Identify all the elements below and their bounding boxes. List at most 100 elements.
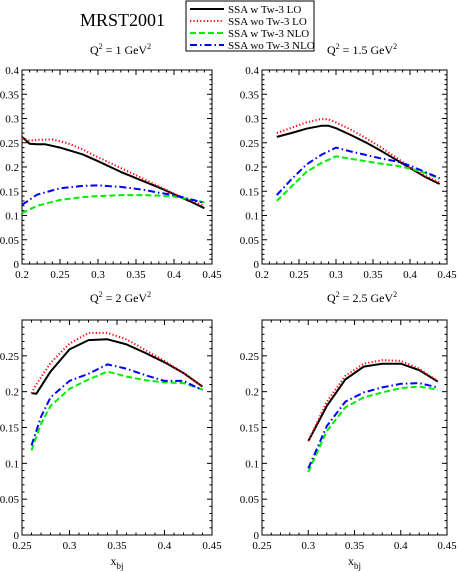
q2-label-part: 2 xyxy=(393,42,397,51)
q2-label-part: 2 xyxy=(99,290,103,299)
q2-label-part: = 2 GeV xyxy=(103,291,148,305)
series-line-1 xyxy=(307,362,439,442)
y-tick-label: 0.25 xyxy=(0,351,20,363)
x-axis-label: xbj xyxy=(348,554,361,571)
x-tick-label: 0.25 xyxy=(289,269,309,281)
series-line-3 xyxy=(21,194,205,215)
x-axis-label-main: x xyxy=(110,554,116,568)
y-tick-label: 0 xyxy=(14,259,20,271)
q2-label-part: 2 xyxy=(336,290,340,299)
q2-label-part: = 1.5 GeV xyxy=(340,43,394,57)
series-line-3 xyxy=(276,155,440,202)
series-line-3 xyxy=(30,370,203,451)
x-tick-label: 0.35 xyxy=(345,540,365,552)
x-axis-label-sub: bj xyxy=(116,561,123,571)
y-tick-label: 0.1 xyxy=(245,211,259,223)
y-tick-label: 0.15 xyxy=(240,423,260,435)
x-tick-label: 0.4 xyxy=(167,269,181,281)
legend-label: SSA wo Tw-3 LO xyxy=(228,16,307,28)
series-line-4 xyxy=(21,184,205,206)
legend-label: SSA w Tw-3 NLO xyxy=(228,28,309,40)
y-tick-label: 0.3 xyxy=(5,114,19,126)
x-tick-label: 0.2 xyxy=(15,269,29,281)
figure-title: MRST2001 xyxy=(80,10,165,30)
y-tick-label: 0.1 xyxy=(5,211,19,223)
plot-frame xyxy=(21,319,213,536)
q2-label-part: = 2.5 GeV xyxy=(340,291,394,305)
series-line-2 xyxy=(276,118,441,184)
y-tick-label: 0.1 xyxy=(5,458,19,470)
y-tick-label: 0.4 xyxy=(5,65,19,77)
x-tick-label: 0.35 xyxy=(107,540,127,552)
legend-label: SSA w Tw-3 LO xyxy=(228,4,301,16)
y-tick-label: 0 xyxy=(254,530,260,542)
panel-q2-label: Q2 = 2 GeV2 xyxy=(90,290,151,305)
y-tick-label: 0.2 xyxy=(5,387,19,399)
q2-label-part: Q xyxy=(90,43,99,57)
y-tick-label: 0.25 xyxy=(240,138,260,150)
x-tick-label: 0.4 xyxy=(158,540,172,552)
y-tick-label: 0.15 xyxy=(0,186,20,198)
q2-label-part: 2 xyxy=(147,290,151,299)
series-line-4 xyxy=(30,363,203,446)
y-tick-label: 0.2 xyxy=(245,387,259,399)
x-axis-label-main: x xyxy=(348,554,354,568)
series-line-4 xyxy=(276,146,440,196)
y-tick-label: 0.05 xyxy=(240,235,260,247)
x-tick-label: 0.45 xyxy=(437,269,457,281)
x-tick-label: 0.3 xyxy=(91,269,105,281)
plot-frame xyxy=(261,319,448,536)
x-tick-label: 0.25 xyxy=(50,269,70,281)
plot-frame xyxy=(21,69,213,265)
q2-label-part: 2 xyxy=(336,42,340,51)
y-tick-label: 0.15 xyxy=(0,423,20,435)
q2-label-part: Q xyxy=(327,43,336,57)
series-line-1 xyxy=(276,124,441,185)
x-tick-label: 0.25 xyxy=(12,540,32,552)
y-tick-label: 0.25 xyxy=(240,351,260,363)
x-axis-label-sub: bj xyxy=(354,561,361,571)
y-tick-label: 0.3 xyxy=(245,114,259,126)
q2-label-part: 2 xyxy=(147,42,151,51)
x-tick-label: 0.4 xyxy=(403,269,417,281)
x-axis-label: xbj xyxy=(110,554,123,571)
q2-label-part: Q xyxy=(327,291,336,305)
y-tick-label: 0.05 xyxy=(0,494,20,506)
y-tick-label: 0.1 xyxy=(245,458,259,470)
y-tick-label: 0.4 xyxy=(245,65,259,77)
x-tick-label: 0.25 xyxy=(252,540,272,552)
y-tick-label: 0.05 xyxy=(240,494,260,506)
plot-frame xyxy=(261,69,448,265)
q2-label-part: = 1 GeV xyxy=(103,43,148,57)
series-line-1 xyxy=(31,338,204,395)
q2-label-part: Q xyxy=(90,291,99,305)
x-tick-label: 0.3 xyxy=(301,540,315,552)
panel-q2-label: Q2 = 1.5 GeV2 xyxy=(327,42,397,57)
series-line-3 xyxy=(307,385,438,473)
x-tick-label: 0.45 xyxy=(437,540,457,552)
x-tick-label: 0.4 xyxy=(394,540,408,552)
panel-q2-label: Q2 = 1 GeV2 xyxy=(90,42,151,57)
y-tick-label: 0.35 xyxy=(0,89,20,101)
x-tick-label: 0.3 xyxy=(329,269,343,281)
y-tick-label: 0.35 xyxy=(240,89,260,101)
y-tick-label: 0.15 xyxy=(240,186,260,198)
q2-label-part: 2 xyxy=(393,290,397,299)
x-tick-label: 0.45 xyxy=(202,269,222,281)
x-tick-label: 0.2 xyxy=(255,269,269,281)
x-tick-label: 0.3 xyxy=(63,540,77,552)
y-tick-label: 0.2 xyxy=(5,162,19,174)
y-tick-label: 0.25 xyxy=(0,138,20,150)
x-tick-label: 0.35 xyxy=(126,269,146,281)
series-line-1 xyxy=(21,136,205,210)
y-tick-label: 0 xyxy=(14,530,20,542)
x-tick-label: 0.45 xyxy=(202,540,222,552)
legend-label: SSA wo Tw-3 NLO xyxy=(228,40,315,52)
